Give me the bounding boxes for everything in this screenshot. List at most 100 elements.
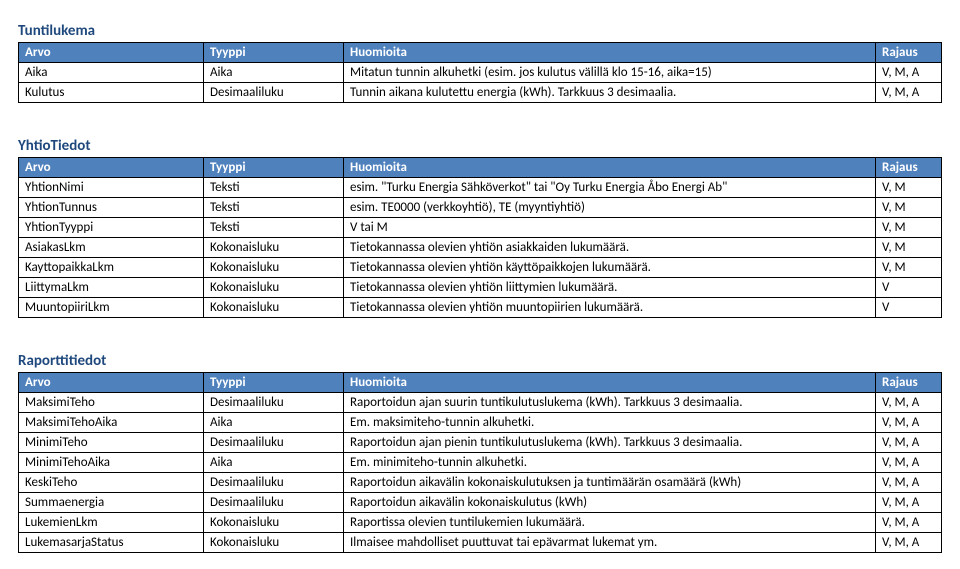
- table-cell: YhtionTunnus: [19, 198, 204, 218]
- table-cell: Raportoidun aikavälin kokonaiskulutuksen…: [344, 473, 876, 493]
- table-cell: Desimaaliluku: [204, 83, 344, 103]
- table-cell: Raportoidun aikavälin kokonaiskulutus (k…: [344, 493, 876, 513]
- table-cell: AsiakasLkm: [19, 238, 204, 258]
- table-cell: MaksimiTehoAika: [19, 413, 204, 433]
- table-cell: V, M, A: [876, 513, 942, 533]
- table-cell: Teksti: [204, 198, 344, 218]
- column-header: Arvo: [19, 43, 204, 63]
- data-table: ArvoTyyppiHuomioitaRajausAikaAikaMitatun…: [18, 42, 942, 103]
- data-table: ArvoTyyppiHuomioitaRajausYhtionNimiTekst…: [18, 157, 942, 318]
- column-header: Huomioita: [344, 158, 876, 178]
- column-header: Huomioita: [344, 373, 876, 393]
- table-cell: Tietokannassa olevien yhtiön käyttöpaikk…: [344, 258, 876, 278]
- column-header: Huomioita: [344, 43, 876, 63]
- table-cell: Kokonaisluku: [204, 533, 344, 553]
- table-cell: YhtionTyyppi: [19, 218, 204, 238]
- table-cell: Desimaaliluku: [204, 433, 344, 453]
- table-row: MinimiTehoAikaAikaEm. minimiteho-tunnin …: [19, 453, 942, 473]
- table-cell: V, M: [876, 238, 942, 258]
- table-cell: V, M, A: [876, 433, 942, 453]
- table-cell: Teksti: [204, 218, 344, 238]
- table-header-row: ArvoTyyppiHuomioitaRajaus: [19, 43, 942, 63]
- table-cell: Aika: [204, 453, 344, 473]
- section-title: Raporttitiedot: [18, 352, 942, 370]
- document-root: TuntilukemaArvoTyyppiHuomioitaRajausAika…: [18, 22, 942, 553]
- table-cell: YhtionNimi: [19, 178, 204, 198]
- table-cell: Aika: [204, 63, 344, 83]
- table-cell: Em. maksimiteho-tunnin alkuhetki.: [344, 413, 876, 433]
- column-header: Rajaus: [876, 158, 942, 178]
- section-gap: [18, 318, 942, 342]
- table-cell: MaksimiTeho: [19, 393, 204, 413]
- table-cell: V tai M: [344, 218, 876, 238]
- table-cell: Tietokannassa olevien yhtiön muuntopiiri…: [344, 298, 876, 318]
- table-cell: V, M, A: [876, 63, 942, 83]
- table-cell: Raportoidun ajan pienin tuntikulutusluke…: [344, 433, 876, 453]
- column-header: Tyyppi: [204, 158, 344, 178]
- table-row: AikaAikaMitatun tunnin alkuhetki (esim. …: [19, 63, 942, 83]
- column-header: Rajaus: [876, 43, 942, 63]
- table-cell: Desimaaliluku: [204, 473, 344, 493]
- table-cell: V, M: [876, 218, 942, 238]
- table-cell: Aika: [19, 63, 204, 83]
- table-cell: Tunnin aikana kulutettu energia (kWh). T…: [344, 83, 876, 103]
- table-cell: V, M, A: [876, 473, 942, 493]
- table-cell: V, M, A: [876, 453, 942, 473]
- table-row: YhtionNimiTekstiesim. "Turku Energia Säh…: [19, 178, 942, 198]
- column-header: Tyyppi: [204, 43, 344, 63]
- table-header-row: ArvoTyyppiHuomioitaRajaus: [19, 158, 942, 178]
- table-row: MaksimiTehoAikaAikaEm. maksimiteho-tunni…: [19, 413, 942, 433]
- table-cell: Tietokannassa olevien yhtiön liittymien …: [344, 278, 876, 298]
- column-header: Arvo: [19, 373, 204, 393]
- table-row: SummaenergiaDesimaalilukuRaportoidun aik…: [19, 493, 942, 513]
- table-header-row: ArvoTyyppiHuomioitaRajaus: [19, 373, 942, 393]
- table-cell: esim. TE0000 (verkkoyhtiö), TE (myyntiyh…: [344, 198, 876, 218]
- table-cell: Mitatun tunnin alkuhetki (esim. jos kulu…: [344, 63, 876, 83]
- section-title: YhtioTiedot: [18, 137, 942, 155]
- table-row: LukemasarjaStatusKokonaislukuIlmaisee ma…: [19, 533, 942, 553]
- table-cell: Ilmaisee mahdolliset puuttuvat tai epäva…: [344, 533, 876, 553]
- table-cell: LiittymaLkm: [19, 278, 204, 298]
- table-cell: Kulutus: [19, 83, 204, 103]
- table-cell: MuuntopiiriLkm: [19, 298, 204, 318]
- table-row: YhtionTyyppiTekstiV tai MV, M: [19, 218, 942, 238]
- table-cell: V, M: [876, 258, 942, 278]
- table-cell: LukemasarjaStatus: [19, 533, 204, 553]
- table-cell: Kokonaisluku: [204, 258, 344, 278]
- table-row: KulutusDesimaalilukuTunnin aikana kulute…: [19, 83, 942, 103]
- section-title: Tuntilukema: [18, 22, 942, 40]
- table-cell: KeskiTeho: [19, 473, 204, 493]
- table-cell: Desimaaliluku: [204, 393, 344, 413]
- table-cell: Kokonaisluku: [204, 298, 344, 318]
- table-cell: V: [876, 278, 942, 298]
- table-cell: Teksti: [204, 178, 344, 198]
- table-cell: esim. "Turku Energia Sähköverkot" tai "O…: [344, 178, 876, 198]
- table-row: KayttopaikkaLkmKokonaislukuTietokannassa…: [19, 258, 942, 278]
- table-row: MinimiTehoDesimaalilukuRaportoidun ajan …: [19, 433, 942, 453]
- table-cell: V, M, A: [876, 493, 942, 513]
- table-cell: Kokonaisluku: [204, 278, 344, 298]
- table-cell: Em. minimiteho-tunnin alkuhetki.: [344, 453, 876, 473]
- table-row: AsiakasLkmKokonaislukuTietokannassa olev…: [19, 238, 942, 258]
- table-row: MaksimiTehoDesimaalilukuRaportoidun ajan…: [19, 393, 942, 413]
- table-cell: Raportissa olevien tuntilukemien lukumää…: [344, 513, 876, 533]
- table-cell: KayttopaikkaLkm: [19, 258, 204, 278]
- table-cell: V, M: [876, 178, 942, 198]
- table-cell: Aika: [204, 413, 344, 433]
- table-cell: Kokonaisluku: [204, 513, 344, 533]
- table-cell: V, M, A: [876, 393, 942, 413]
- table-cell: MinimiTeho: [19, 433, 204, 453]
- column-header: Tyyppi: [204, 373, 344, 393]
- table-row: LiittymaLkmKokonaislukuTietokannassa ole…: [19, 278, 942, 298]
- table-cell: Summaenergia: [19, 493, 204, 513]
- column-header: Arvo: [19, 158, 204, 178]
- table-cell: V, M: [876, 198, 942, 218]
- table-cell: Raportoidun ajan suurin tuntikulutusluke…: [344, 393, 876, 413]
- table-cell: V, M, A: [876, 413, 942, 433]
- table-row: YhtionTunnusTekstiesim. TE0000 (verkkoyh…: [19, 198, 942, 218]
- column-header: Rajaus: [876, 373, 942, 393]
- table-cell: LukemienLkm: [19, 513, 204, 533]
- section-gap: [18, 103, 942, 127]
- table-row: KeskiTehoDesimaalilukuRaportoidun aikavä…: [19, 473, 942, 493]
- table-cell: V, M, A: [876, 533, 942, 553]
